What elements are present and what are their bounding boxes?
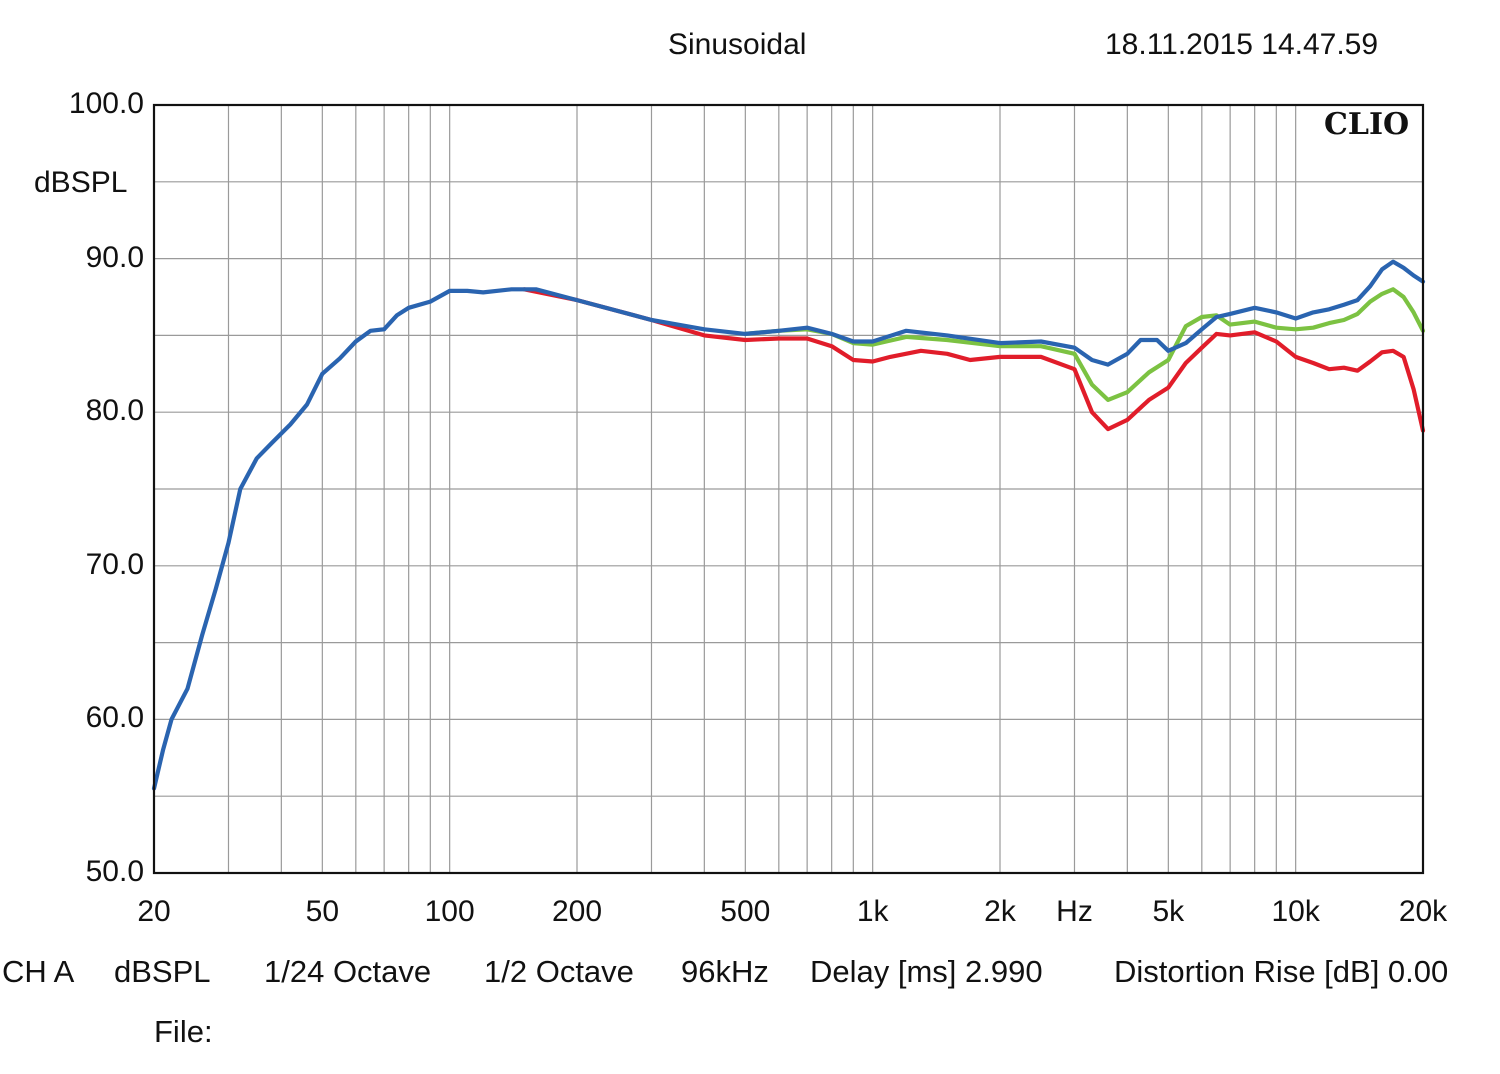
x-tick-label: 2k (984, 895, 1016, 928)
sample-rate-label: 96kHz (681, 954, 769, 989)
x-tick-label: 50 (305, 895, 340, 928)
timestamp: 18.11.2015 14.47.59 (1105, 28, 1379, 61)
plot-frame (152, 103, 1425, 875)
x-axis-unit-label: Hz (1056, 895, 1093, 928)
series-line-3 (151, 259, 1426, 791)
x-tick-label: 20k (1398, 895, 1448, 928)
y-tick-label: 80.0 (85, 394, 144, 428)
series-line-2 (743, 287, 1426, 402)
y-tick-label: 60.0 (85, 701, 144, 735)
x-tick-label: 500 (720, 895, 771, 928)
x-tick-label: 200 (551, 895, 603, 928)
x-tick-label: 10k (1271, 895, 1320, 928)
smoothing-label: 1/2 Octave (484, 954, 634, 989)
y-tick-label: 90.0 (85, 240, 144, 274)
x-tick-label: 5k (1152, 895, 1185, 928)
unit-label: dBSPL (114, 954, 211, 989)
x-tick-label: 1k (856, 895, 889, 928)
distortion-label: Distortion Rise [dB] 0.00 (1114, 954, 1449, 989)
chart-series (151, 259, 1426, 791)
file-label: File: (154, 1014, 213, 1049)
x-tick-label: 20 (137, 895, 171, 928)
resolution-label: 1/24 Octave (264, 954, 432, 989)
x-tick-label: 100 (424, 895, 475, 928)
chart-grid (153, 104, 1424, 874)
channel-label: CH A (2, 954, 75, 989)
delay-label: Delay [ms] 2.990 (810, 954, 1043, 989)
chart-title: Sinusoidal (668, 28, 807, 61)
clio-logo: CLIO (1324, 107, 1410, 142)
y-tick-label: 100.0 (68, 87, 144, 120)
y-tick-label: 70.0 (85, 547, 144, 581)
y-axis-unit: dBSPL (34, 166, 128, 199)
y-tick-label: 50.0 (85, 855, 144, 888)
series-line-1 (522, 287, 1426, 433)
